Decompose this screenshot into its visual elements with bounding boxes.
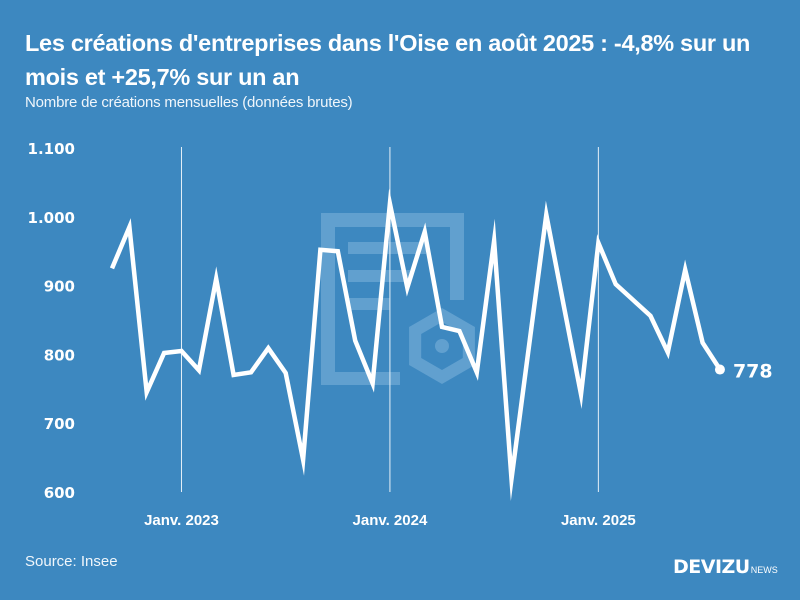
watermark-document <box>321 213 464 385</box>
x-axis: Janv. 2023 Janv. 2024 Janv. 2025 <box>144 512 636 529</box>
brand-sub: NEWS <box>750 565 778 575</box>
x-tick-label: Janv. 2023 <box>144 512 219 529</box>
data-point <box>440 325 444 329</box>
data-point <box>336 249 340 253</box>
y-tick-label: 900 <box>44 278 75 296</box>
data-point <box>701 341 705 345</box>
data-point <box>649 314 653 318</box>
watermark-dot <box>435 339 449 353</box>
data-point <box>318 248 322 252</box>
data-point <box>405 286 409 290</box>
data-point <box>353 339 357 343</box>
series-layer: 778 <box>109 188 773 501</box>
brand-logo: DEVIZUNEWS <box>673 556 778 578</box>
data-point <box>475 370 479 374</box>
data-point <box>562 303 566 307</box>
watermark-bar <box>348 270 410 282</box>
data-point <box>614 282 618 286</box>
data-point <box>579 392 583 396</box>
end-value-label: 778 <box>733 361 773 383</box>
data-point <box>510 477 514 481</box>
y-tick-label: 800 <box>44 346 75 364</box>
y-tick-label: 1.100 <box>28 140 75 158</box>
data-point <box>596 241 600 245</box>
data-point <box>666 350 670 354</box>
chart-subtitle: Nombre de créations mensuelles (données … <box>25 94 353 111</box>
end-point-marker <box>714 364 725 375</box>
data-point <box>544 213 548 217</box>
data-point <box>492 239 496 243</box>
series-line <box>109 188 722 501</box>
data-point <box>197 368 201 372</box>
data-point <box>162 351 166 355</box>
watermark-bar <box>348 298 390 310</box>
data-point <box>527 345 531 349</box>
data-point <box>631 298 635 302</box>
y-tick-label: 600 <box>44 484 75 502</box>
x-tick-label: Janv. 2024 <box>353 512 428 529</box>
brand-main: DEVIZU <box>673 556 750 578</box>
data-point <box>266 346 270 350</box>
y-tick-label: 1.000 <box>28 209 75 227</box>
data-point <box>388 202 392 206</box>
data-point <box>423 230 427 234</box>
y-axis: 600 700 800 900 1.000 1.100 <box>28 140 75 502</box>
data-point <box>180 349 184 353</box>
data-point <box>127 225 131 229</box>
data-point <box>284 371 288 375</box>
data-point <box>457 329 461 333</box>
x-tick-label: Janv. 2025 <box>561 512 636 529</box>
y-tick-label: 700 <box>44 415 75 433</box>
watermark-hexagon <box>409 308 475 384</box>
data-point <box>110 266 114 270</box>
data-point <box>301 458 305 462</box>
chart-title: Les créations d'entreprises dans l'Oise … <box>25 30 751 90</box>
source-note: Source: Insee <box>25 553 118 570</box>
data-point <box>232 373 236 377</box>
data-point <box>145 390 149 394</box>
data-point <box>371 381 375 385</box>
data-point <box>683 268 687 272</box>
data-point <box>249 370 253 374</box>
data-point <box>214 277 218 281</box>
